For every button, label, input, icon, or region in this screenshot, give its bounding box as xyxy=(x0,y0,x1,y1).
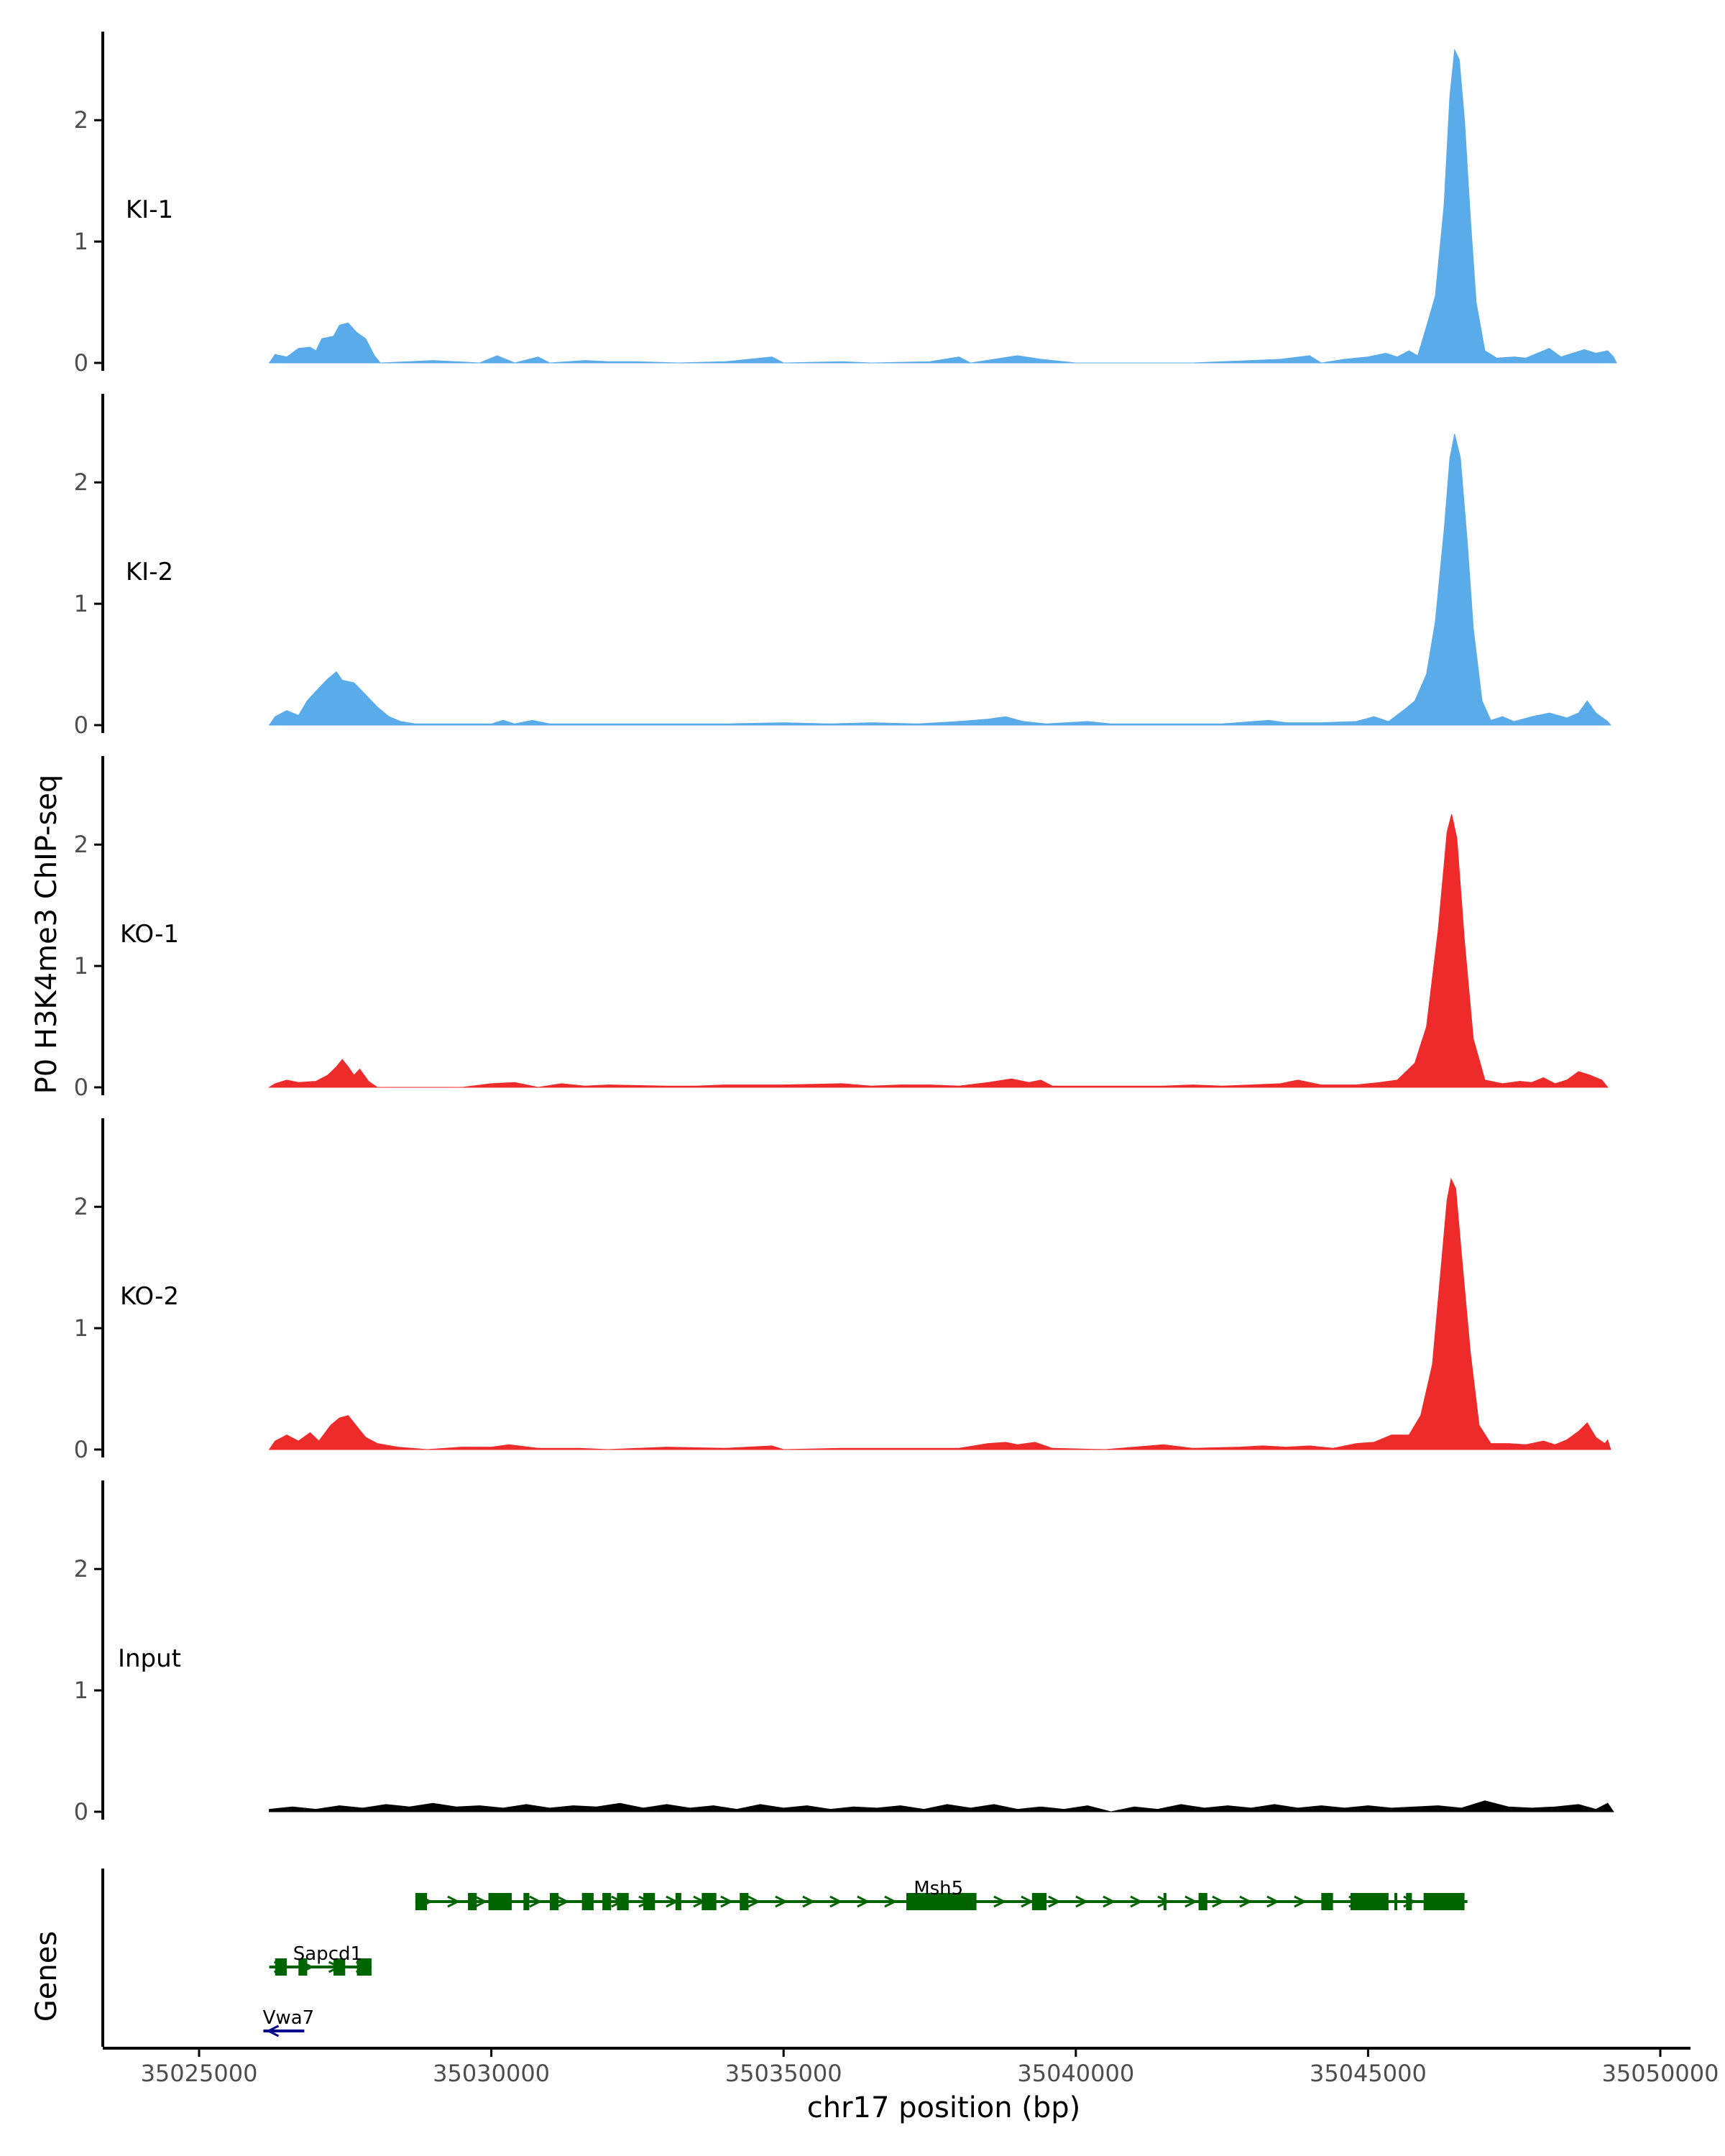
x-tick-label: 35040000 xyxy=(1017,2060,1134,2087)
track-label: KI-2 xyxy=(126,558,173,586)
y-tick-label: 2 xyxy=(74,469,88,496)
exon xyxy=(617,1893,629,1910)
exon xyxy=(602,1893,612,1910)
strand-arrow xyxy=(447,1895,461,1908)
strand-arrow xyxy=(1048,1895,1062,1908)
exon xyxy=(581,1893,594,1910)
exon xyxy=(702,1893,717,1910)
strand-arrow xyxy=(1266,1895,1280,1908)
strand-arrow xyxy=(529,1895,543,1908)
track-ko-2: 0 1 2 KO-2 xyxy=(74,1118,1611,1463)
x-tick-label: 35050000 xyxy=(1602,2060,1719,2087)
strand-arrow xyxy=(1239,1895,1253,1908)
exon xyxy=(740,1893,749,1910)
genes-track: Msh5 Sapcd1 Vwa7 xyxy=(101,1869,1468,2047)
exon xyxy=(298,1958,308,1976)
gene-label: Vwa7 xyxy=(263,2007,315,2029)
y-tick-label: 0 xyxy=(74,711,88,739)
y-tick-label: 1 xyxy=(74,228,88,255)
track-label: KI-1 xyxy=(126,195,173,224)
gene-vwa7: Vwa7 xyxy=(263,2007,315,2037)
gene-label: Msh5 xyxy=(914,1878,963,1899)
coverage-area xyxy=(268,1177,1611,1450)
track-ki-1: 0 1 2 KI-1 xyxy=(74,32,1617,377)
y-tick-label: 0 xyxy=(74,1798,88,1825)
x-tick-label: 35025000 xyxy=(141,2060,258,2087)
y-tick-label: 0 xyxy=(74,1074,88,1101)
y-axis-title: P0 H3K4me3 ChIP-seq xyxy=(30,775,63,1095)
strand-arrow xyxy=(802,1895,816,1908)
coverage-tracks: 0 1 2 KI-1 0 1 2 KI-2 0 1 2 KO-1 0 1 2 KO-2 0 1 2 Input xyxy=(74,32,1617,1825)
y-tick-label: 0 xyxy=(74,1436,88,1463)
x-tick-label: 35035000 xyxy=(725,2060,842,2087)
track-input: 0 1 2 Input xyxy=(74,1480,1614,1825)
y-tick-label: 2 xyxy=(74,106,88,134)
strand-arrow xyxy=(857,1895,870,1908)
strand-arrow xyxy=(884,1895,898,1908)
strand-arrow xyxy=(1130,1895,1144,1908)
strand-arrow xyxy=(1212,1895,1225,1908)
strand-arrow xyxy=(1021,1895,1034,1908)
exon xyxy=(1351,1893,1389,1910)
exon xyxy=(488,1893,512,1910)
track-ki-2: 0 1 2 KI-2 xyxy=(74,394,1611,739)
strand-arrow xyxy=(775,1895,788,1908)
exon xyxy=(1198,1893,1208,1910)
strand-arrow xyxy=(266,2024,280,2037)
exon xyxy=(1423,1893,1465,1910)
y-tick-label: 1 xyxy=(74,1314,88,1342)
track-ko-1: 0 1 2 KO-1 xyxy=(74,756,1609,1101)
strand-arrow xyxy=(474,1895,488,1908)
strand-arrow xyxy=(829,1895,843,1908)
exon xyxy=(1321,1893,1333,1910)
y-tick-label: 1 xyxy=(74,952,88,980)
x-axis: 35025000 35030000 35035000 35040000 35045000… xyxy=(103,2047,1719,2087)
exon xyxy=(356,1958,372,1976)
exon xyxy=(523,1893,530,1910)
strand-arrow xyxy=(1103,1895,1116,1908)
track-label: KO-2 xyxy=(120,1282,179,1311)
exon xyxy=(1406,1893,1412,1910)
x-tick-label: 35045000 xyxy=(1310,2060,1427,2087)
exon xyxy=(334,1958,346,1976)
strand-arrow xyxy=(1184,1895,1198,1908)
gene-msh5: Msh5 xyxy=(415,1878,1468,1910)
x-axis-title: chr17 position (bp) xyxy=(807,2091,1081,2124)
strand-arrow xyxy=(556,1895,570,1908)
coverage-area xyxy=(268,433,1611,726)
exon xyxy=(675,1893,681,1910)
gene-sapcd1: Sapcd1 xyxy=(269,1943,372,1976)
exon xyxy=(643,1893,656,1910)
coverage-area xyxy=(267,814,1609,1088)
y-tick-label: 2 xyxy=(74,1555,88,1583)
y-tick-label: 1 xyxy=(74,1677,88,1704)
exon xyxy=(906,1893,977,1910)
x-tick-label: 35030000 xyxy=(433,2060,550,2087)
strand-arrow xyxy=(748,1895,761,1908)
strand-arrow xyxy=(720,1895,734,1908)
strand-arrow xyxy=(1075,1895,1089,1908)
coverage-area xyxy=(269,1800,1614,1812)
strand-arrow xyxy=(1294,1895,1307,1908)
track-label: Input xyxy=(118,1644,181,1673)
y-tick-label: 2 xyxy=(74,831,88,858)
strand-arrow xyxy=(1157,1895,1171,1908)
y-tick-label: 2 xyxy=(74,1193,88,1220)
exon xyxy=(549,1893,559,1910)
track-label: KO-1 xyxy=(120,920,179,949)
genes-axis-title: Genes xyxy=(30,1931,63,2022)
y-tick-label: 0 xyxy=(74,349,88,377)
exon xyxy=(468,1893,477,1910)
coverage-area xyxy=(268,48,1617,364)
strand-arrow xyxy=(993,1895,1007,1908)
exon xyxy=(1031,1893,1047,1910)
gene-label: Sapcd1 xyxy=(293,1943,362,1965)
y-tick-label: 1 xyxy=(74,590,88,617)
exon xyxy=(275,1958,287,1976)
exon xyxy=(1394,1893,1398,1910)
exon xyxy=(415,1893,428,1910)
exon xyxy=(1163,1893,1167,1910)
